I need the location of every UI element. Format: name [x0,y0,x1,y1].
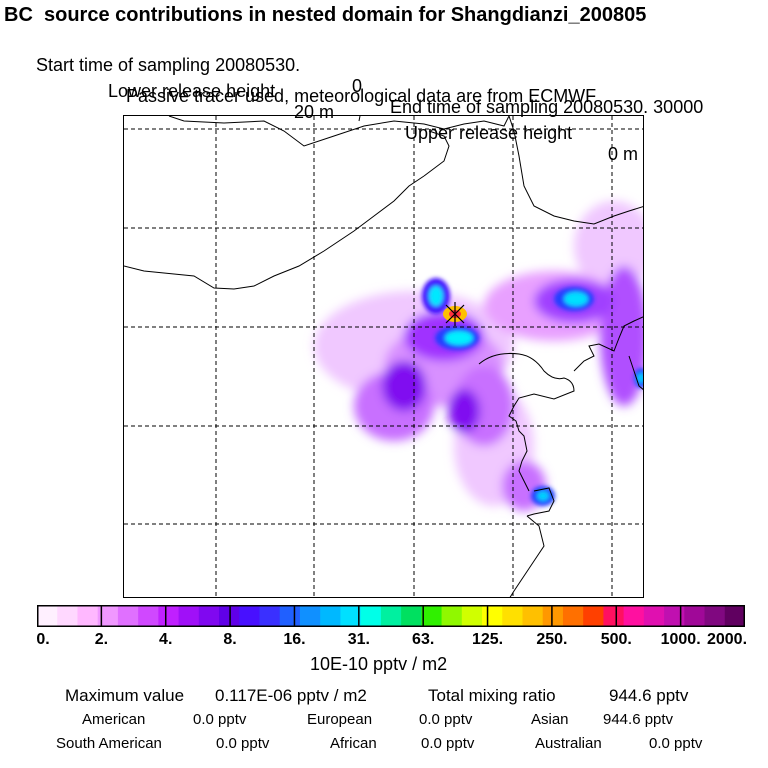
colorbar-swatch [279,605,301,627]
colorbar-swatch [138,605,159,627]
colorbar [36,605,746,627]
colorbar-tick-label: 125. [471,631,504,648]
colorbar-tick-label: 16. [283,631,306,648]
map-canvas [124,116,643,597]
colorbar-swatch [259,605,281,627]
total-label: Total mixing ratio [428,686,556,705]
colorbar-swatch [320,605,341,627]
colorbar-tick-label: 63. [412,631,435,648]
max-label: Maximum value [65,686,185,705]
colorbar-swatch [37,605,58,627]
start-value: 0 [352,76,363,96]
boundaries [124,116,643,597]
colorbar-units: 10E-10 pptv / m2 [310,654,448,674]
receptor-marker [445,302,465,326]
colorbar-tick-label: 0. [36,631,50,648]
release-height-row: Lower release height 20 m Upper release … [0,60,768,165]
plot-title: BC source contributions in nested domain… [4,4,647,26]
max-value: 0.117E-06 pptv / m2 [215,686,367,705]
region-name: African [330,735,377,752]
plume-hotspots [422,278,643,506]
colorbar-swatch [299,605,321,627]
colorbar-swatch [421,605,443,627]
colorbar-swatch [441,605,463,627]
colorbar-tick-label: 2000. [706,631,748,648]
colorbar-swatch [340,605,362,627]
region-name: American [82,711,146,728]
region-value: 0.0 pptv [216,735,270,752]
colorbar-tick-label: 2. [94,631,109,648]
region-name: South American [56,735,162,752]
colorbar-swatch [239,605,261,627]
sampling-row: Start time of sampling 20080530. 0 End t… [0,34,768,118]
lower-label: Lower release height [108,81,276,101]
colorbar-swatch [360,605,382,627]
colorbar-swatch [623,605,645,627]
upper-label: Upper release height [405,123,573,143]
colorbar-swatch [97,605,119,627]
total-value: 944.6 pptv [609,686,689,705]
map-panel[interactable] [123,115,644,598]
end-label: End time of sampling 20080530. 30000 [390,97,704,117]
region-name: European [307,711,373,728]
region-value: 0.0 pptv [421,735,475,752]
colorbar-tick-label: 1000. [660,631,701,648]
graticule [124,116,643,597]
colorbar-swatch [117,605,139,627]
colorbar-swatch [401,605,422,627]
colorbar-tick-label: 500. [600,631,632,648]
start-label: Start time of sampling 20080530. [36,55,301,75]
region-value: 0.0 pptv [649,735,703,752]
region-value: 944.6 pptv [603,711,674,728]
colorbar-swatch [704,605,726,627]
region-value: 0.0 pptv [193,711,247,728]
colorbar-swatch [643,605,665,627]
colorbar-tick-label: 250. [536,631,568,648]
colorbar-swatch [158,605,180,627]
colorbar-swatch [603,605,625,627]
colorbar-swatch [502,605,523,627]
upper-value: 0 m [608,144,639,164]
colorbar-swatch [724,605,746,627]
region-value: 0.0 pptv [419,711,473,728]
colorbar-swatch [664,605,685,627]
colorbar-tick-label: 4. [159,631,173,648]
colorbar-swatch [562,605,584,627]
colorbar-swatch [542,605,564,627]
colorbar-swatch [178,605,200,627]
colorbar-swatch [522,605,544,627]
region-name: Australian [535,735,602,752]
colorbar-swatch [684,605,706,627]
colorbar-canvas [36,605,746,627]
tracer-note: Passive tracer used, meteorological data… [126,86,597,106]
colorbar-tick-label: 8. [223,631,237,648]
colorbar-swatch [583,605,604,627]
region-name: Asian [531,711,569,728]
colorbar-swatch [198,605,220,627]
colorbar-swatch [77,605,99,627]
lower-value: 20 m [294,102,335,122]
colorbar-border [37,605,745,627]
colorbar-tick-label: 31. [347,631,370,648]
colorbar-swatch [57,605,78,627]
colorbar-swatch [380,605,402,627]
colorbar-swatch [482,605,503,627]
colorbar-swatch [461,605,483,627]
